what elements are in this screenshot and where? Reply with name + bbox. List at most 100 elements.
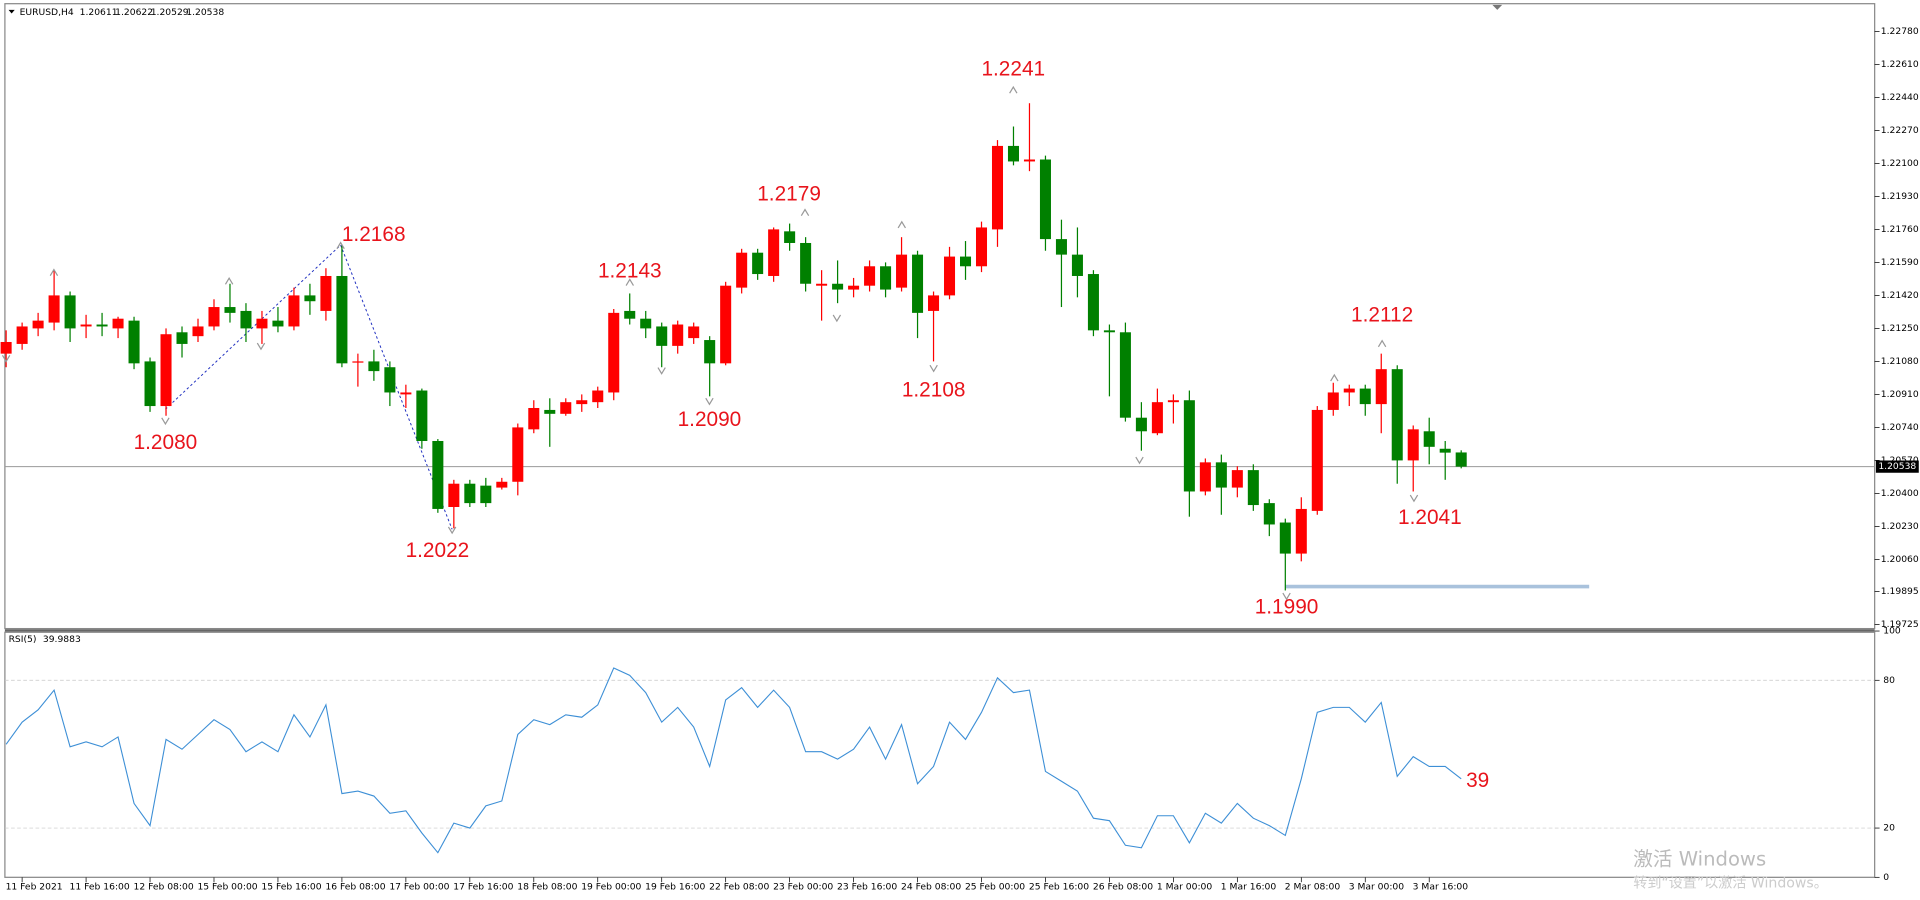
header-low: 1.20529 bbox=[151, 7, 189, 18]
fractal-down bbox=[705, 397, 714, 406]
x-tick-label: 16 Feb 08:00 bbox=[325, 882, 385, 893]
price-annotation: 1.2241 bbox=[981, 57, 1045, 80]
current-price-label: 1.20538 bbox=[1878, 461, 1916, 472]
current-price-box bbox=[1875, 460, 1919, 473]
y-tick-label: 1.21930 bbox=[1881, 191, 1919, 202]
candle-body bbox=[256, 318, 268, 329]
candle-body bbox=[784, 231, 796, 243]
y-tick-label: 1.22440 bbox=[1881, 92, 1919, 103]
candle-body bbox=[0, 341, 12, 354]
candle-body bbox=[1007, 145, 1019, 162]
candle-body bbox=[656, 326, 668, 346]
candle-body bbox=[64, 295, 76, 329]
candle-body bbox=[1167, 400, 1179, 403]
y-tick-label: 1.20570 bbox=[1881, 455, 1919, 466]
menu-arrow[interactable] bbox=[8, 9, 15, 14]
y-tick-label: 1.20060 bbox=[1881, 554, 1919, 565]
candle-body bbox=[288, 295, 300, 327]
price-annotation: 1.2080 bbox=[134, 431, 198, 454]
x-tick-label: 15 Feb 00:00 bbox=[197, 882, 257, 893]
candle-body bbox=[688, 326, 700, 339]
candle-body bbox=[640, 318, 652, 329]
candle-body bbox=[432, 440, 444, 509]
price-annotation: 1.2108 bbox=[902, 378, 966, 401]
x-tick-label: 19 Feb 16:00 bbox=[645, 882, 705, 893]
candle-body bbox=[768, 229, 780, 276]
candle-body bbox=[1103, 330, 1115, 333]
header-high: 1.20622 bbox=[115, 7, 153, 18]
candle-body bbox=[128, 320, 140, 364]
price-annotation: 1.2022 bbox=[406, 539, 470, 562]
candle-body bbox=[464, 483, 476, 504]
price-annotation: 1.2090 bbox=[678, 408, 742, 431]
header-open: 1.20611 bbox=[80, 7, 118, 18]
candle-body bbox=[944, 256, 956, 296]
fractal-up bbox=[1009, 85, 1018, 94]
candle-body bbox=[928, 295, 940, 311]
x-tick-label: 25 Feb 00:00 bbox=[965, 882, 1025, 893]
candle-body bbox=[336, 275, 348, 364]
candle-body bbox=[544, 409, 556, 414]
fractal-up bbox=[1330, 373, 1339, 382]
candle-body bbox=[704, 340, 716, 364]
y-tick-label: 1.20910 bbox=[1881, 389, 1919, 400]
x-tick-label: 2 Mar 08:00 bbox=[1285, 882, 1341, 893]
candle-body bbox=[800, 242, 812, 284]
y-tick-label: 1.20400 bbox=[1881, 488, 1919, 499]
x-tick-label: 18 Feb 08:00 bbox=[517, 882, 577, 893]
price-annotation: 1.2179 bbox=[757, 182, 821, 205]
x-tick-label: 23 Feb 16:00 bbox=[837, 882, 897, 893]
candle-body bbox=[1215, 462, 1227, 488]
candle-body bbox=[816, 283, 828, 286]
candle-body bbox=[560, 402, 572, 414]
candle-body bbox=[208, 307, 220, 327]
watermark-subtitle: 转到“设置”以激活 Windows。 bbox=[1633, 874, 1828, 891]
x-tick-label: 11 Feb 2021 bbox=[6, 882, 63, 893]
candle-body bbox=[1055, 239, 1067, 255]
candle-body bbox=[864, 266, 876, 286]
y-tick-label: 1.22780 bbox=[1881, 26, 1919, 37]
fractal-up bbox=[49, 268, 59, 277]
candle-body bbox=[960, 256, 972, 267]
x-tick-label: 26 Feb 08:00 bbox=[1093, 882, 1153, 893]
fractal-down bbox=[256, 342, 266, 351]
fractal-down bbox=[1282, 592, 1291, 601]
candle-body bbox=[1375, 369, 1387, 405]
fractal-down bbox=[447, 526, 457, 535]
x-tick-label: 17 Feb 16:00 bbox=[453, 882, 513, 893]
candle-body bbox=[720, 285, 732, 364]
y-tick-label: 1.21420 bbox=[1881, 290, 1919, 301]
candle-body bbox=[1423, 431, 1435, 447]
shift-marker bbox=[1492, 4, 1503, 10]
fractal-up bbox=[336, 241, 345, 250]
y-tick-label: 1.21760 bbox=[1881, 224, 1919, 235]
candle-body bbox=[672, 324, 684, 346]
candle-body bbox=[1151, 402, 1163, 434]
price-pane bbox=[4, 3, 1876, 630]
candle-body bbox=[1071, 254, 1083, 276]
candle-body bbox=[1311, 409, 1323, 511]
candle-body bbox=[176, 332, 188, 344]
y-tick-label: 1.21080 bbox=[1881, 356, 1919, 367]
y-tick-label: 1.21590 bbox=[1881, 257, 1919, 268]
y-tick-label: 1.22610 bbox=[1881, 59, 1919, 70]
candle-body bbox=[48, 295, 60, 323]
candle-body bbox=[16, 326, 28, 344]
header-close: 1.20538 bbox=[186, 7, 224, 18]
y-tick-label: 1.19725 bbox=[1881, 619, 1919, 630]
price-annotation: 1.2041 bbox=[1398, 506, 1462, 529]
candle-body bbox=[448, 483, 460, 507]
candle-body bbox=[1231, 470, 1243, 488]
candle-body bbox=[240, 310, 252, 329]
x-tick-label: 17 Feb 00:00 bbox=[389, 882, 449, 893]
price-annotation: 1.1990 bbox=[1255, 595, 1319, 618]
x-tick-label: 3 Mar 16:00 bbox=[1413, 882, 1469, 893]
candle-body bbox=[1247, 470, 1259, 506]
candle-body bbox=[144, 361, 156, 407]
candle-body bbox=[736, 252, 748, 288]
x-tick-label: 1 Mar 00:00 bbox=[1157, 882, 1213, 893]
candle-body bbox=[975, 227, 988, 267]
y-tick-label: 1.21250 bbox=[1881, 323, 1919, 334]
x-tick-label: 22 Feb 08:00 bbox=[709, 882, 769, 893]
y-tick-label: 1.22100 bbox=[1881, 158, 1919, 169]
